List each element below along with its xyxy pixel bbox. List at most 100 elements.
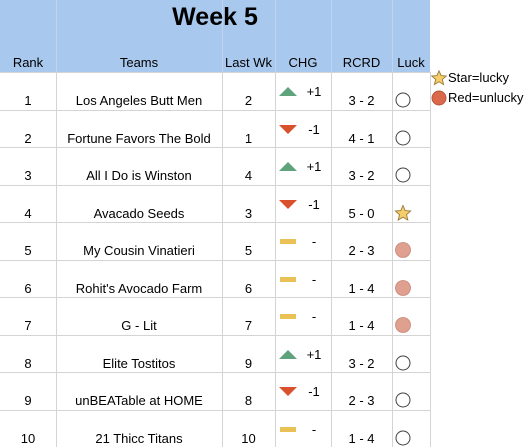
rank-cell[interactable]: 7 (24, 318, 32, 333)
last-week-cell[interactable]: 3 (244, 206, 253, 221)
down-triangle-icon (279, 200, 297, 209)
chg-cell[interactable]: - (311, 309, 317, 324)
chg-cell[interactable]: +1 (306, 84, 322, 99)
luck-cell[interactable] (394, 316, 412, 334)
team-cell[interactable]: unBEATable at HOME (75, 393, 203, 408)
last-week-cell[interactable]: 10 (241, 431, 256, 446)
record-cell[interactable]: 3 - 2 (348, 93, 375, 108)
team-cell[interactable]: Rohit's Avocado Farm (75, 281, 203, 296)
dash-bar-icon (280, 239, 296, 244)
rank-cell[interactable]: 4 (24, 206, 32, 221)
dash-bar-icon (280, 314, 296, 319)
record-cell[interactable]: 5 - 0 (348, 206, 375, 221)
header-last-wk[interactable]: Last Wk (225, 55, 272, 70)
empty-circle-icon (395, 392, 411, 408)
chg-indicator (278, 310, 298, 322)
team-cell[interactable]: My Cousin Vinatieri (83, 243, 195, 258)
header-rank[interactable]: Rank (12, 55, 44, 70)
row-gridline (0, 260, 430, 261)
record-cell[interactable]: 3 - 2 (348, 356, 375, 371)
chg-indicator (278, 273, 298, 285)
luck-cell[interactable] (394, 391, 412, 409)
chg-cell[interactable]: - (311, 422, 317, 437)
luck-cell[interactable] (394, 91, 412, 109)
record-cell[interactable]: 1 - 4 (348, 281, 375, 296)
record-cell[interactable]: 1 - 4 (348, 318, 375, 333)
luck-cell[interactable] (394, 204, 412, 222)
record-cell[interactable]: 1 - 4 (348, 431, 375, 446)
last-week-cell[interactable]: 4 (244, 168, 253, 183)
rank-cell[interactable]: 8 (24, 356, 32, 371)
chg-cell[interactable]: -1 (308, 197, 320, 212)
chg-cell[interactable]: -1 (308, 384, 320, 399)
chg-indicator (278, 423, 298, 435)
header-teams[interactable]: Teams (119, 55, 159, 70)
last-week-cell[interactable]: 7 (244, 318, 253, 333)
chg-cell[interactable]: -1 (308, 122, 320, 137)
rank-cell[interactable]: 5 (24, 243, 32, 258)
down-triangle-icon (279, 387, 297, 396)
luck-cell[interactable] (394, 354, 412, 372)
luck-cell[interactable] (394, 241, 412, 259)
luck-cell[interactable] (394, 166, 412, 184)
row-gridline (0, 72, 430, 73)
row-gridline (0, 372, 430, 373)
last-week-cell[interactable]: 6 (244, 281, 253, 296)
legend-item-unlucky: Red=unlucky (430, 88, 528, 108)
team-cell[interactable]: G - Lit (121, 318, 157, 333)
row-gridline (0, 410, 430, 411)
header-chg[interactable]: CHG (288, 55, 318, 70)
red-circle-icon (431, 90, 447, 106)
last-week-cell[interactable]: 1 (244, 131, 253, 146)
column-gridline (392, 72, 393, 447)
empty-circle-icon (395, 430, 411, 446)
record-cell[interactable]: 3 - 2 (348, 168, 375, 183)
luck-cell[interactable] (394, 279, 412, 297)
team-cell[interactable]: Los Angeles Butt Men (75, 93, 203, 108)
chg-indicator (278, 160, 298, 172)
luck-cell[interactable] (394, 429, 412, 447)
column-gridline (430, 72, 431, 447)
last-week-cell[interactable]: 2 (244, 93, 253, 108)
record-cell[interactable]: 4 - 1 (348, 131, 375, 146)
empty-circle-icon (395, 130, 411, 146)
rank-cell[interactable]: 6 (24, 281, 32, 296)
team-cell[interactable]: Elite Tostitos (102, 356, 176, 371)
column-gridline (275, 72, 276, 447)
last-week-cell[interactable]: 8 (244, 393, 253, 408)
row-gridline (0, 335, 430, 336)
chg-indicator (278, 85, 298, 97)
column-gridline (56, 72, 57, 447)
header-luck[interactable]: Luck (397, 55, 425, 70)
star-icon (394, 204, 412, 221)
rank-cell[interactable]: 9 (24, 393, 32, 408)
red-circle-icon (395, 242, 411, 258)
team-cell[interactable]: Fortune Favors The Bold (67, 131, 211, 146)
last-week-cell[interactable]: 5 (244, 243, 253, 258)
chg-cell[interactable]: - (311, 272, 317, 287)
team-cell[interactable]: Avacado Seeds (93, 206, 185, 221)
header-gridline (331, 0, 332, 72)
star-icon (431, 70, 447, 86)
rank-cell[interactable]: 10 (20, 431, 36, 446)
chg-cell[interactable]: - (311, 234, 317, 249)
last-week-cell[interactable]: 9 (244, 356, 253, 371)
header-band (0, 0, 430, 72)
team-cell[interactable]: 21 Thicc Titans (95, 431, 183, 446)
legend: Star=lucky Red=unlucky (430, 68, 528, 108)
column-gridline (331, 72, 332, 447)
record-cell[interactable]: 2 - 3 (348, 243, 375, 258)
rank-cell[interactable]: 1 (24, 93, 32, 108)
up-triangle-icon (279, 350, 297, 359)
header-gridline (56, 0, 57, 72)
chg-cell[interactable]: +1 (306, 347, 322, 362)
chg-cell[interactable]: +1 (306, 159, 322, 174)
rank-cell[interactable]: 3 (24, 168, 32, 183)
luck-cell[interactable] (394, 129, 412, 147)
record-cell[interactable]: 2 - 3 (348, 393, 375, 408)
row-gridline (0, 185, 430, 186)
header-rcrd[interactable]: RCRD (342, 55, 381, 70)
rank-cell[interactable]: 2 (24, 131, 32, 146)
team-cell[interactable]: All I Do is Winston (86, 168, 192, 183)
